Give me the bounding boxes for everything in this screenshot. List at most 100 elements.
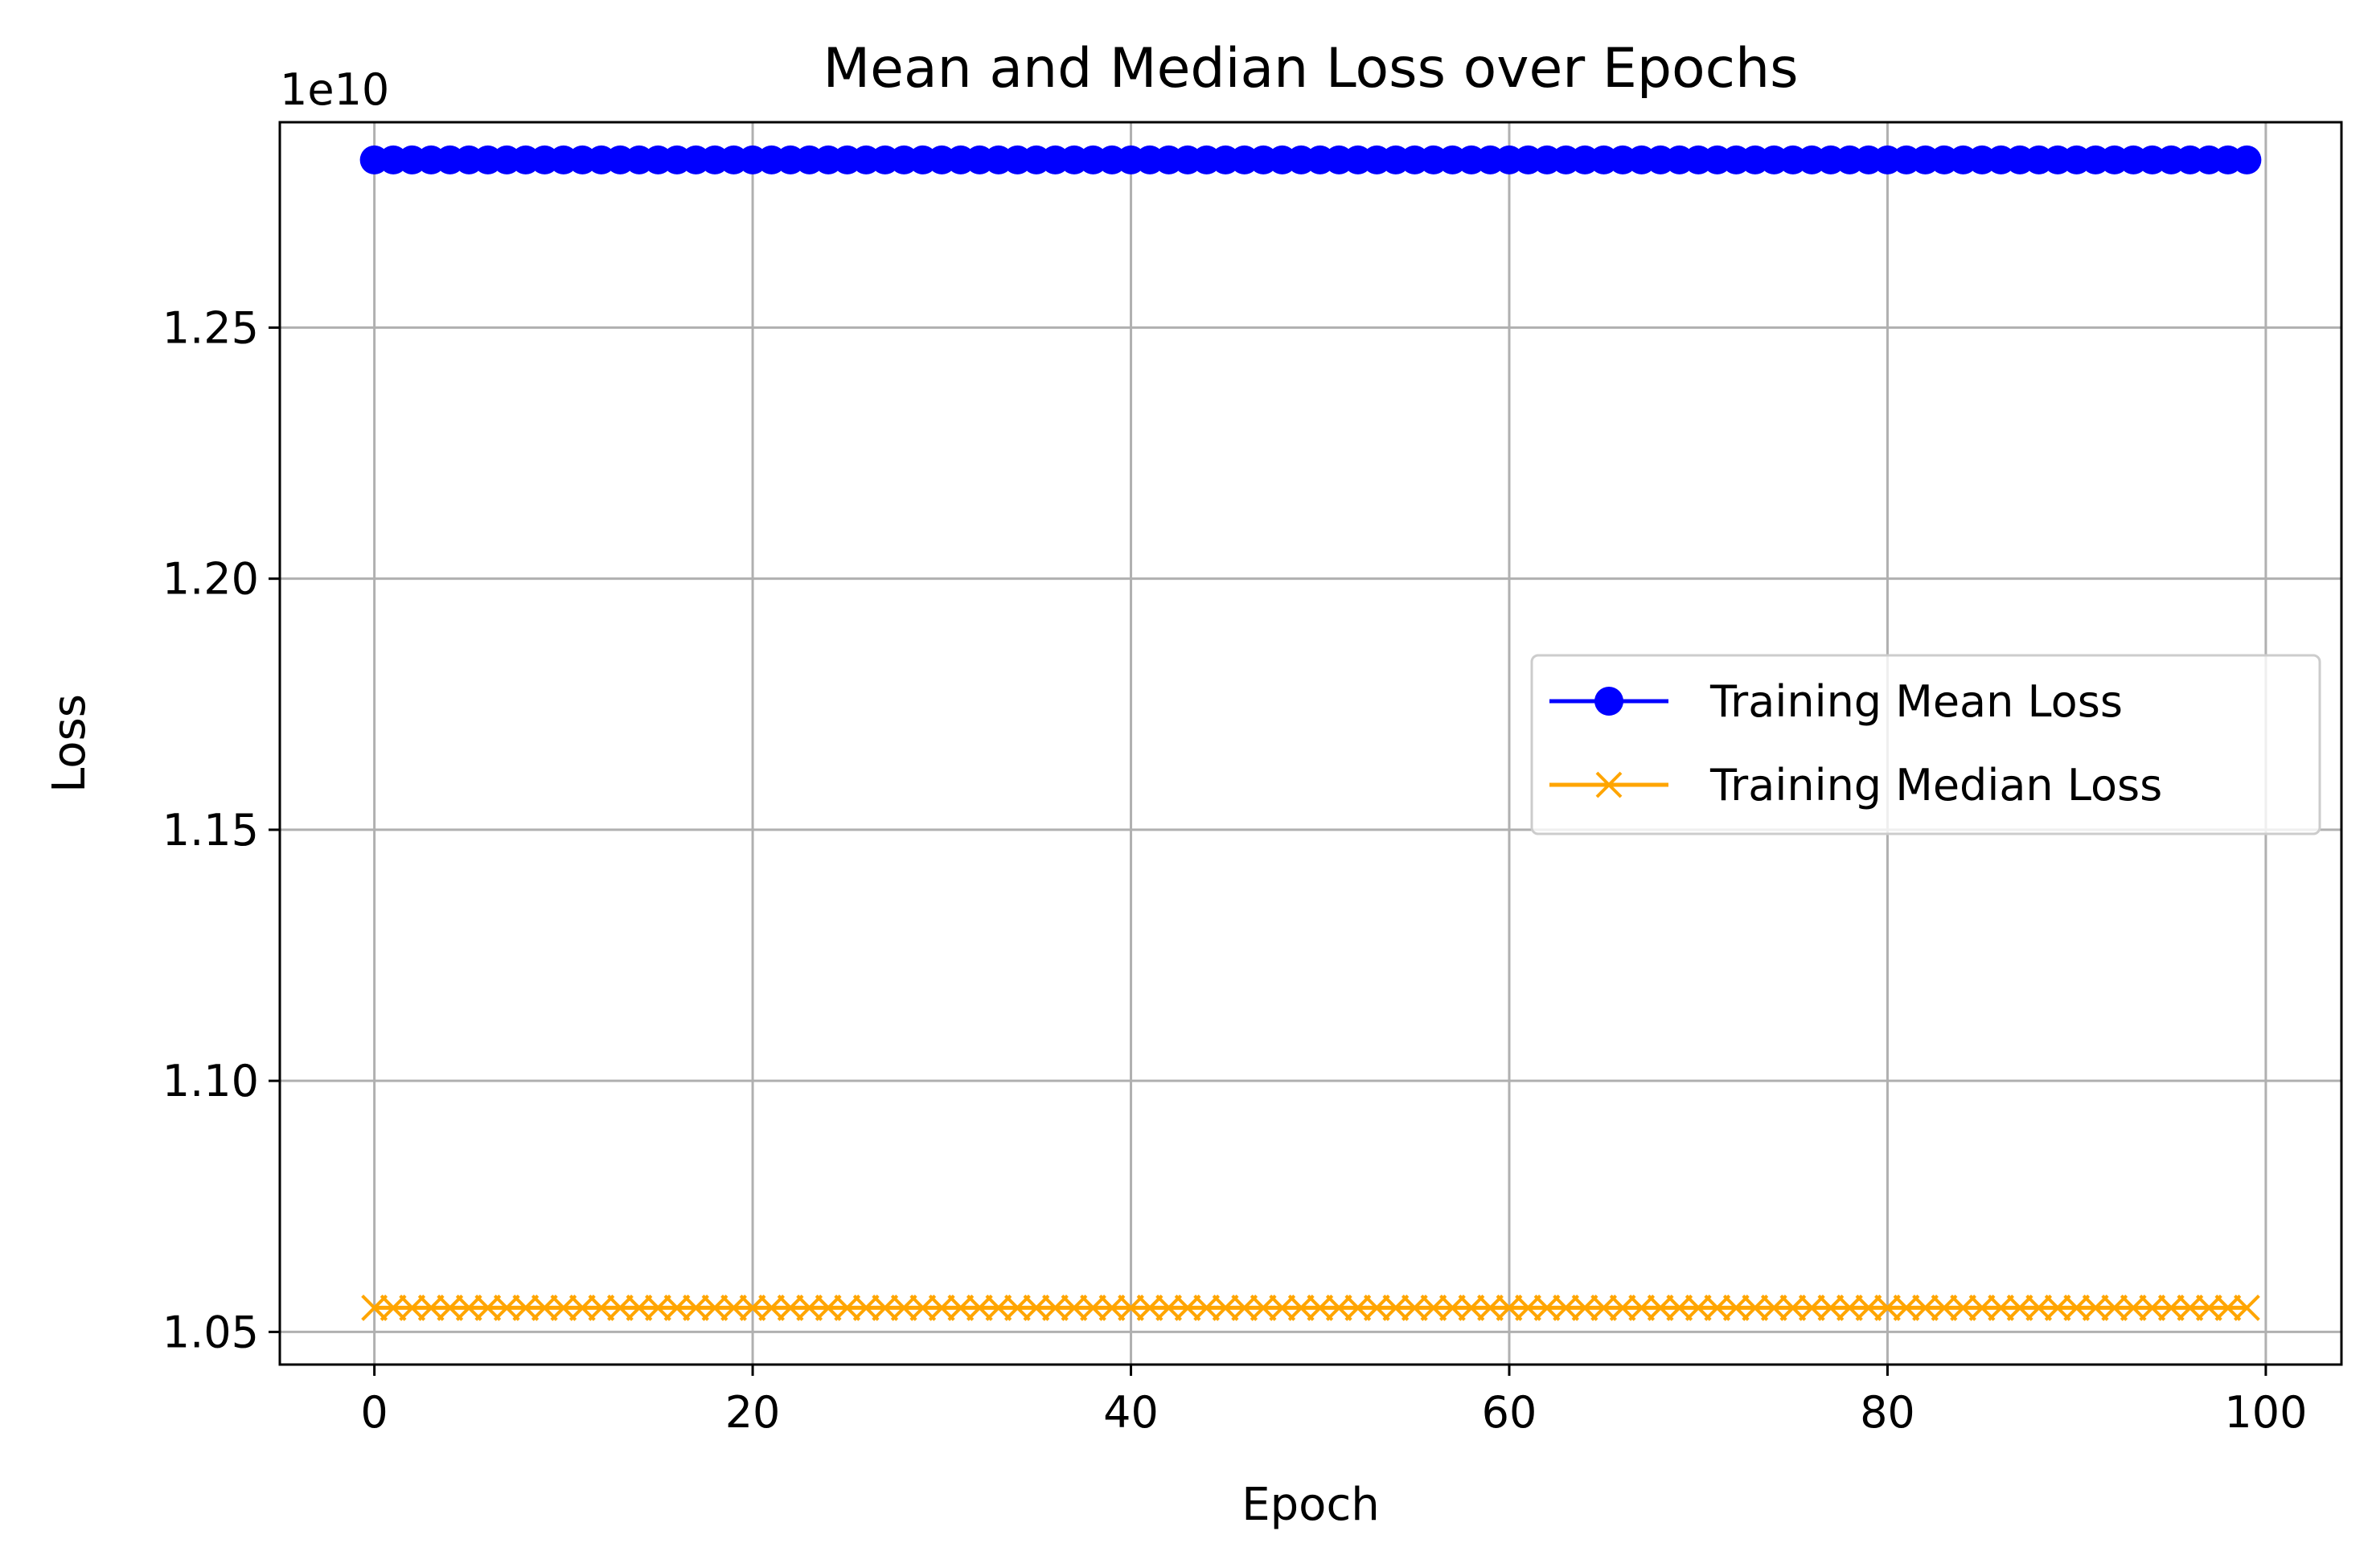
data-point [872, 1295, 899, 1321]
x-marker-stroke [1363, 1295, 1390, 1321]
x-marker-stroke [1893, 1295, 1920, 1321]
data-point [683, 1295, 709, 1321]
x-marker-stroke [1287, 1295, 1315, 1321]
x-marker-stroke [1912, 1295, 1939, 1321]
data-point [2063, 1295, 2091, 1321]
y-axis-ticks: 1.05 1.10 1.15 1.20 1.25 [162, 302, 280, 1357]
data-point [2139, 1295, 2166, 1321]
x-marker-stroke [1023, 1295, 1050, 1321]
data-point [2157, 1295, 2185, 1321]
data-point [493, 1295, 520, 1321]
y-axis-offset-text: 1e10 [280, 64, 389, 115]
x-marker-stroke [399, 1295, 426, 1321]
x-marker-stroke [1212, 1295, 1239, 1321]
data-point [966, 1295, 993, 1321]
data-point [1363, 1295, 1390, 1321]
data-point [928, 1295, 955, 1321]
data-point [1760, 1295, 1787, 1321]
x-marker-stroke [606, 1295, 634, 1321]
x-marker-stroke [455, 1295, 482, 1321]
data-point [1155, 1295, 1182, 1321]
x-marker-stroke [1855, 1295, 1882, 1321]
x-marker-stroke [2063, 1295, 2091, 1321]
x-marker-stroke [1325, 1295, 1352, 1321]
data-point [720, 1295, 747, 1321]
x-marker-stroke [966, 1295, 993, 1321]
legend-box [1530, 654, 2321, 835]
x-marker-stroke [1595, 771, 1623, 798]
y-tick-label: 1.15 [162, 805, 259, 856]
x-marker-stroke [626, 1295, 653, 1321]
x-marker-stroke [1420, 1295, 1447, 1321]
x-marker-stroke [1307, 1295, 1334, 1321]
x-tick-label: 60 [1482, 1387, 1537, 1438]
data-point [2214, 1295, 2242, 1321]
x-marker-stroke [947, 1295, 975, 1321]
x-marker-stroke [1439, 1295, 1466, 1321]
x-marker-stroke [361, 1295, 388, 1321]
x-marker-stroke [1231, 1295, 1258, 1321]
data-point [1269, 1295, 1296, 1321]
data-point [1382, 1295, 1410, 1321]
data-point [1533, 1295, 1561, 1321]
data-point [1250, 1295, 1277, 1321]
y-tick-label: 1.10 [162, 1056, 259, 1106]
x-marker-stroke [796, 1295, 823, 1321]
grid-lines [280, 122, 2341, 1365]
data-point [909, 1295, 937, 1321]
data-point [1647, 1295, 1674, 1321]
x-marker-stroke [531, 1295, 558, 1321]
x-marker-stroke [1042, 1295, 1069, 1321]
x-marker-stroke [777, 1295, 804, 1321]
x-marker-stroke [1742, 1295, 1769, 1321]
data-point [1836, 1295, 1863, 1321]
data-point [852, 1295, 880, 1321]
legend-marker [1595, 771, 1623, 798]
data-point [437, 1295, 464, 1321]
x-marker-stroke [1080, 1295, 1106, 1321]
x-marker-stroke [1477, 1295, 1504, 1321]
x-marker-stroke [1533, 1295, 1561, 1321]
data-point [1628, 1295, 1656, 1321]
data-point [815, 1295, 842, 1321]
x-axis-label: Epoch [1241, 1479, 1379, 1531]
data-point [2177, 1295, 2204, 1321]
data-point [1420, 1295, 1447, 1321]
data-point [2233, 1295, 2260, 1321]
data-point [1080, 1295, 1106, 1321]
x-marker-stroke [1628, 1295, 1656, 1321]
chart-title: Mean and Median Loss over Epochs [823, 37, 1798, 101]
data-point [1477, 1295, 1504, 1321]
x-marker-stroke [1061, 1295, 1088, 1321]
x-marker-stroke [1553, 1295, 1579, 1321]
data-point [1136, 1295, 1163, 1321]
x-marker-stroke [1458, 1295, 1485, 1321]
x-marker-stroke [1155, 1295, 1182, 1321]
data-point [568, 1295, 596, 1321]
data-point [1798, 1295, 1825, 1321]
data-point [1042, 1295, 1069, 1321]
x-marker-stroke [1193, 1295, 1221, 1321]
data-point [1609, 1295, 1636, 1321]
x-marker-stroke [1344, 1295, 1372, 1321]
x-tick-label: 40 [1103, 1387, 1159, 1438]
series-layer [359, 145, 2262, 1321]
x-marker-stroke [1874, 1295, 1901, 1321]
data-point [1874, 1295, 1901, 1321]
data-point [2006, 1295, 2033, 1321]
data-point [417, 1295, 445, 1321]
x-marker-stroke [512, 1295, 540, 1321]
data-point [1023, 1295, 1050, 1321]
data-point [361, 1295, 388, 1321]
data-point [606, 1295, 634, 1321]
x-marker-stroke [550, 1295, 577, 1321]
x-marker-stroke [1779, 1295, 1807, 1321]
data-point [1003, 1295, 1031, 1321]
x-marker-stroke [645, 1295, 671, 1321]
data-point [512, 1295, 540, 1321]
legend: Training Mean Loss Training Median Loss [1530, 654, 2321, 835]
x-marker-stroke [1950, 1295, 1976, 1321]
x-marker-stroke [815, 1295, 842, 1321]
x-marker-stroke [437, 1295, 464, 1321]
